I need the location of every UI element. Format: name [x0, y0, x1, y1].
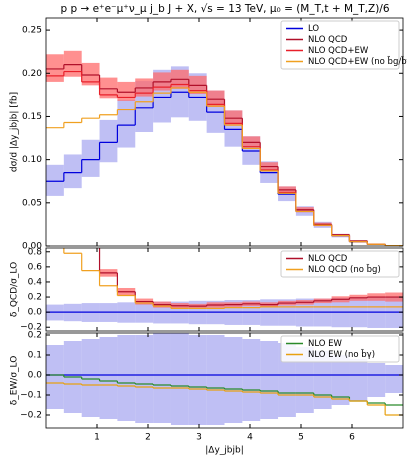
band: [64, 197, 82, 206]
band: [99, 119, 118, 163]
plot-frame: [45, 17, 404, 247]
x-tick-label: 3: [196, 433, 202, 443]
band: [46, 164, 64, 196]
panel: [46, 333, 403, 425]
legend-box: [280, 335, 400, 363]
x-axis-label: |Δy_jbjb|: [205, 446, 243, 456]
band: [99, 77, 118, 99]
legend-label: NLO EW: [308, 339, 343, 349]
y-tick-label: 0.10: [22, 155, 42, 165]
chart-title: p p → e⁺e⁻μ⁺ν_μ j_b J + X, √s = 13 TeV, …: [60, 3, 389, 15]
band: [117, 335, 136, 421]
y-tick-label: 0.00: [22, 242, 42, 252]
y-tick-label: 0.0: [28, 371, 43, 381]
y-tick-label: −0.2: [20, 411, 42, 421]
y-tick-label: 0.15: [22, 112, 42, 122]
band: [153, 333, 171, 423]
band: [206, 335, 225, 425]
band: [331, 355, 350, 405]
y-tick-label: 0.05: [22, 198, 42, 208]
y-axis-label: δ_EW/σ_LO: [10, 356, 20, 406]
legend-label: NLO QCD+EW (no b̄g/b̄γ): [308, 55, 407, 67]
y-tick-label: 0.20: [22, 69, 42, 79]
y-axis-label: δ_QCD/σ_LO: [10, 262, 20, 317]
x-tick-label: 5: [298, 433, 304, 443]
band: [188, 335, 207, 425]
x-tick-label: 1: [94, 433, 100, 443]
y-tick-label: 0.6: [28, 262, 43, 272]
band: [117, 100, 136, 148]
plot-frame: [45, 332, 404, 429]
band: [81, 339, 100, 417]
band: [224, 337, 243, 423]
legend-label: NLO QCD: [308, 35, 348, 45]
band: [349, 359, 368, 401]
band: [385, 365, 403, 393]
band: [117, 81, 136, 101]
x-tick-label: 6: [349, 433, 355, 443]
legend-label: NLO QCD: [308, 254, 348, 264]
y-tick-label: 0.4: [28, 277, 43, 287]
legend-box: [280, 250, 400, 278]
y-tick-label: 0.2: [28, 331, 42, 341]
band: [99, 337, 118, 419]
y-tick-label: 0.1: [28, 351, 42, 361]
band: [367, 363, 386, 397]
y-tick-label: 0.0: [28, 308, 43, 318]
band: [135, 335, 154, 423]
band: [242, 339, 261, 421]
band: [63, 154, 82, 189]
band: [260, 341, 279, 419]
legend-label: NLO QCD+EW: [308, 46, 369, 56]
y-tick-label: −0.2: [20, 323, 42, 333]
x-tick-label: 2: [145, 433, 151, 443]
plot-frame: [45, 247, 404, 332]
band: [63, 50, 82, 77]
band: [81, 62, 100, 86]
band: [46, 345, 64, 409]
band: [295, 347, 314, 413]
band: [46, 54, 64, 82]
band: [81, 139, 100, 177]
y-tick-label: −0.1: [20, 391, 42, 401]
y-tick-label: 0.2: [28, 293, 42, 303]
legend-box: [280, 20, 400, 70]
band: [170, 333, 189, 425]
y-tick-label: 0.8: [28, 247, 43, 257]
x-tick-label: 4: [247, 433, 253, 443]
band: [82, 234, 100, 243]
y-axis-label: dσ/d |Δy_jbjb| [fb]: [10, 92, 20, 172]
legend-label: NLO QCD (no b̄g): [308, 263, 381, 275]
legend-label: LO: [308, 24, 319, 34]
legend-label: NLO EW (no b̄γ): [308, 348, 375, 360]
panel: [46, 197, 403, 328]
panel: [46, 50, 403, 246]
y-tick-label: 0.25: [22, 26, 42, 36]
